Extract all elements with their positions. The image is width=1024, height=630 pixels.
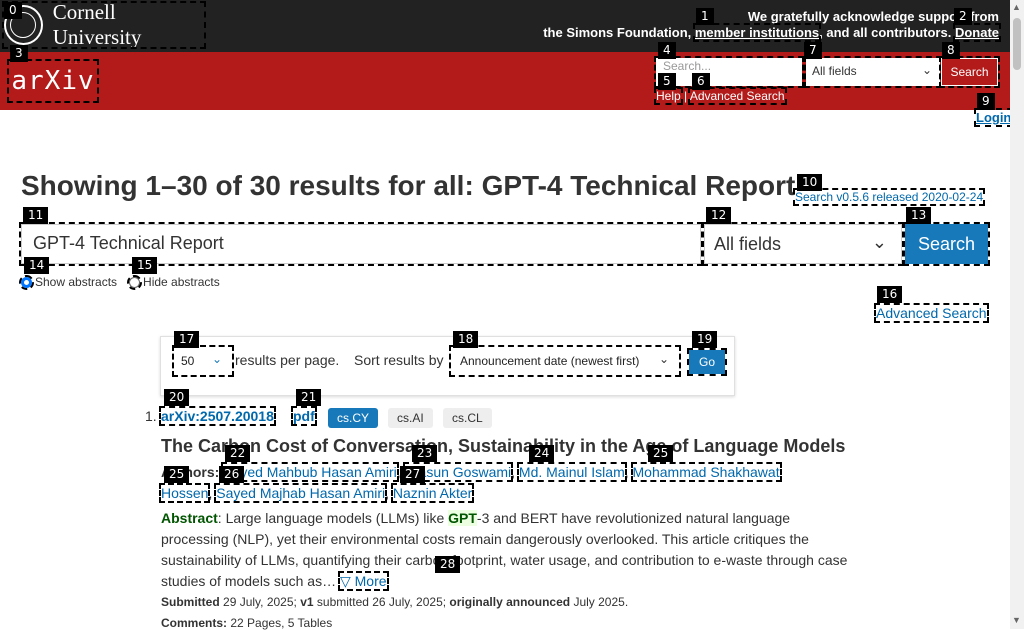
abstract-text-pre: : Large language models (LLMs) like <box>217 510 449 526</box>
author-link[interactable]: Sayed Mahbub Hasan Amiri <box>221 462 399 482</box>
author-link[interactable]: Naznin Akter <box>390 483 475 503</box>
v1-label: v1 <box>300 595 314 609</box>
member-institutions-link[interactable]: member institutions <box>692 23 822 42</box>
help-link[interactable]: Help <box>654 87 683 105</box>
go-button[interactable]: Go <box>687 348 727 376</box>
result-number: 1. <box>145 408 157 424</box>
announced-date: July 2025. <box>573 595 629 609</box>
header-link-separator: | <box>684 89 688 103</box>
per-page-value: 50 <box>181 354 195 368</box>
comments-label: Comments: <box>161 616 228 630</box>
arxiv-logo[interactable]: arXiv <box>7 59 99 103</box>
page-title: Showing 1–30 of 30 results for all: GPT-… <box>21 170 796 201</box>
header-search-input[interactable]: Search... <box>654 56 804 88</box>
main-field-select[interactable]: All fields ⌄ <box>702 222 904 266</box>
authors-list: Authors: Sayed Mahbub Hasan Amiri, Prasu… <box>159 462 782 503</box>
category-tag-primary: cs.CY <box>328 408 379 428</box>
abstract: Abstract: Large language models (LLMs) l… <box>161 508 851 592</box>
ack-line-2: the Simons Foundation, <box>543 25 692 40</box>
main-field-select-value: All fields <box>714 234 782 254</box>
top-banner: Cornell University We gratefully acknowl… <box>0 0 1010 52</box>
header-advanced-search-link[interactable]: Advanced Search <box>687 87 787 105</box>
header-search-button[interactable]: Search <box>939 56 1000 88</box>
pdf-link[interactable]: pdf <box>291 406 317 426</box>
sort-label: Sort results by <box>354 352 444 368</box>
sort-value: Announcement date (newest first) <box>460 354 640 368</box>
per-page-select[interactable]: 50 ⌄ <box>172 345 234 377</box>
main-search-input[interactable]: GPT-4 Technical Report <box>19 222 703 266</box>
arxiv-header: arXiv Search... All fields ⌄ Search Help… <box>0 52 1010 110</box>
release-notes-link[interactable]: Search v0.5.6 released 2020-02-24 <box>792 188 986 206</box>
advanced-search-link[interactable]: Advanced Search <box>874 303 989 323</box>
chevron-down-icon: ⌄ <box>658 352 669 366</box>
show-abstracts-radio[interactable] <box>19 274 34 290</box>
per-page-label: results per page. <box>235 352 340 368</box>
submission-info: Submitted 29 July, 2025; v1 submitted 26… <box>161 595 628 609</box>
scrollbar-thumb[interactable] <box>1013 18 1021 70</box>
hide-abstracts-label: Hide abstracts <box>143 275 220 289</box>
chevron-down-icon: ⌄ <box>871 232 887 252</box>
more-link[interactable]: ▽ More <box>338 571 389 591</box>
chevron-down-icon: ⌄ <box>211 352 222 366</box>
acknowledgement: We gratefully acknowledge support from t… <box>543 9 1002 42</box>
submitted-label: Submitted <box>161 595 220 609</box>
abstract-label: Abstract <box>161 510 218 526</box>
donate-link[interactable]: Donate <box>952 23 1002 42</box>
scroll-up-icon[interactable]: ▲ <box>1012 2 1021 12</box>
ack-line-2-mid: , and all contributors. <box>819 25 952 40</box>
category-tag: cs.CL <box>443 408 492 428</box>
header-field-select-value: All fields <box>812 64 857 78</box>
cornell-seal-icon <box>4 5 43 45</box>
abstract-text-post: -3 and BERT have revolutionized natural … <box>161 510 848 589</box>
scroll-down-icon[interactable]: ▼ <box>1012 615 1021 625</box>
page-scrollbar[interactable]: ▲ ▼ <box>1010 0 1024 629</box>
category-tag: cs.AI <box>388 408 433 428</box>
v1-text: submitted 26 July, 2025; <box>316 595 447 609</box>
cornell-name: Cornell University <box>52 0 142 49</box>
arxiv-id-link[interactable]: arXiv:2507.20018 <box>159 406 276 426</box>
cornell-logo-link[interactable]: Cornell University <box>2 0 206 49</box>
result-title: The Carbon Cost of Conversation, Sustain… <box>161 436 846 456</box>
announced-label: originally announced <box>449 595 571 609</box>
header-field-select[interactable]: All fields ⌄ <box>804 56 942 88</box>
ack-line-1: We gratefully acknowledge support from <box>747 9 999 24</box>
sort-select[interactable]: Announcement date (newest first) ⌄ <box>449 345 681 377</box>
hide-abstracts-radio[interactable] <box>127 274 143 290</box>
results-controls: 50 ⌄ results per page. Sort results by A… <box>160 336 735 396</box>
comments-info: Comments: 22 Pages, 5 Tables <box>161 616 332 630</box>
main-search-button[interactable]: Search <box>903 222 990 266</box>
abstract-highlight: GPT <box>448 510 477 526</box>
author-link[interactable]: Md. Mainul Islam <box>516 462 627 482</box>
chevron-down-icon: ⌄ <box>921 63 932 77</box>
author-link[interactable]: Sayed Majhab Hasan Amiri <box>214 483 388 503</box>
author-link[interactable]: Mohammad Shakhawat Hossen <box>159 462 782 503</box>
comments-text: 22 Pages, 5 Tables <box>230 616 333 630</box>
login-link[interactable]: Login <box>973 108 1014 127</box>
author-link[interactable]: Prasun Goswami <box>402 462 514 482</box>
submitted-date: 29 July, 2025; <box>223 595 297 609</box>
show-abstracts-label: Show abstracts <box>35 275 118 289</box>
